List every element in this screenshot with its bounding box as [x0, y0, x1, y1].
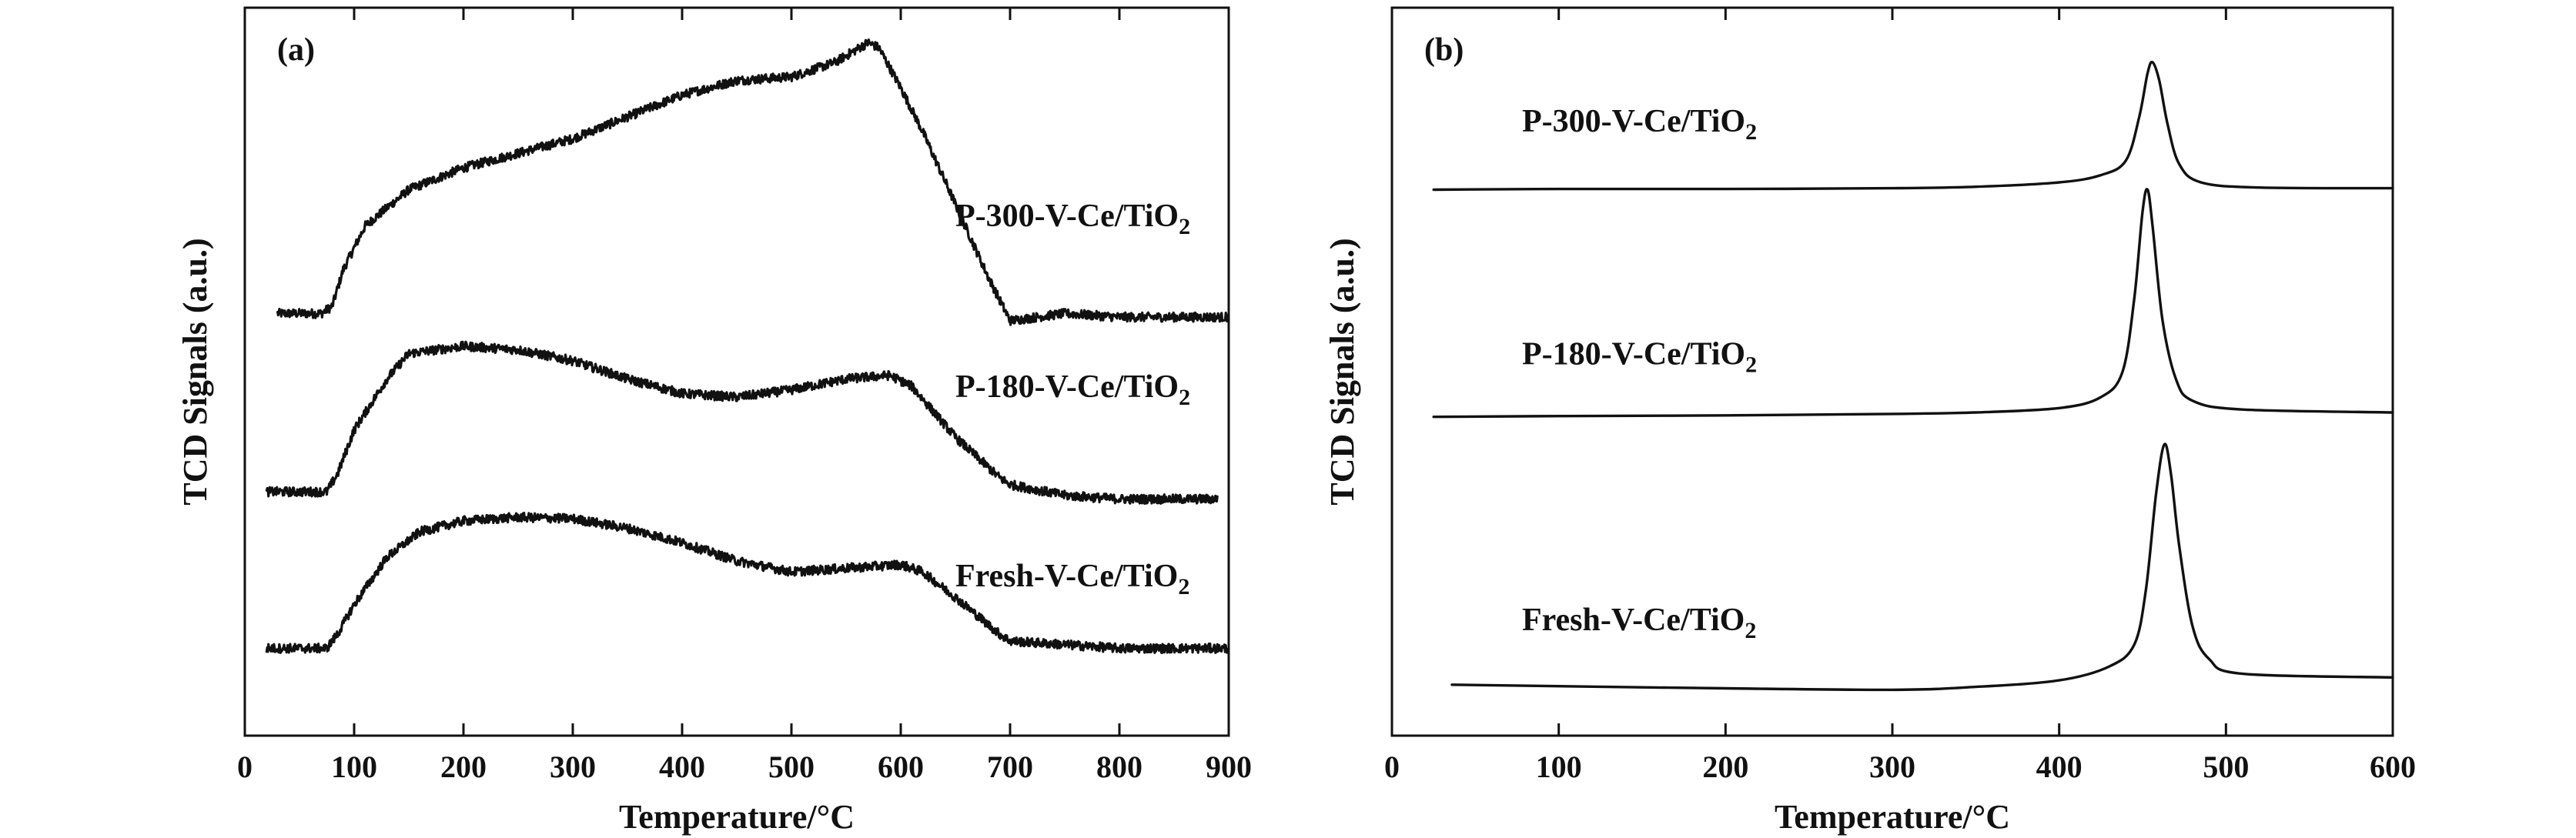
series-label-subscript: 2: [1179, 214, 1190, 239]
x-tick-label: 600: [2370, 750, 2416, 784]
plot-frame: [243, 6, 1230, 737]
chart-panel-a: 0 100 200 300 400 500 600 700 800 900 Temperature/…: [176, 6, 1252, 836]
series-line: [1432, 188, 2394, 419]
x-tick-label: 300: [1869, 750, 1915, 784]
x-tick-label: 200: [1702, 750, 1748, 784]
x-axis-title: Temperature/°C: [1775, 798, 2010, 836]
series-label: P-180-V-Ce/TiO2: [1522, 337, 1757, 378]
series-label: P-300-V-Ce/TiO2: [955, 199, 1190, 239]
panel-label: (b): [1424, 32, 1464, 68]
series-label: P-300-V-Ce/TiO2: [1522, 104, 1757, 145]
panel-label: (a): [277, 32, 315, 68]
series-label-subscript: 2: [1178, 574, 1189, 599]
series-label: P-180-V-Ce/TiO2: [955, 369, 1190, 410]
x-tick-label: 200: [440, 750, 487, 784]
x-tick-label: 400: [659, 750, 705, 784]
x-tick-label: 800: [1096, 750, 1142, 784]
y-axis-title: TCD Signals (a.u.): [1323, 238, 1361, 505]
series-line: [265, 511, 1230, 654]
series-label-subscript: 2: [1179, 385, 1190, 410]
x-tick-label: 300: [550, 750, 596, 784]
x-tick-label: 900: [1206, 750, 1252, 784]
series-line: [1450, 442, 2394, 692]
x-tick-label: 700: [987, 750, 1033, 784]
x-tick-label: 0: [1384, 750, 1400, 784]
x-tick-label: 500: [768, 750, 815, 784]
x-tick-label: 100: [331, 750, 377, 784]
series-label-text: Fresh-V-Ce/TiO: [1522, 603, 1745, 638]
series-label-text: P-300-V-Ce/TiO: [1522, 104, 1745, 139]
x-axis-title: Temperature/°C: [619, 798, 855, 836]
series-label-text: P-180-V-Ce/TiO: [1522, 337, 1745, 372]
series-line: [265, 340, 1219, 505]
series-label-subscript: 2: [1745, 618, 1756, 643]
series-label-subscript: 2: [1745, 119, 1757, 145]
y-axis-title: TCD Signals (a.u.): [176, 238, 214, 505]
x-tick-label: 100: [1536, 750, 1582, 784]
series-label-subscript: 2: [1745, 352, 1757, 378]
x-tick-label: 400: [2036, 750, 2083, 784]
x-tick-label: 0: [237, 750, 253, 784]
series-label-text: P-300-V-Ce/TiO: [955, 199, 1179, 234]
series-line: [276, 38, 1229, 326]
series-line: [1432, 60, 2394, 192]
series-label: Fresh-V-Ce/TiO2: [1522, 603, 1756, 643]
series-label-text: P-180-V-Ce/TiO: [955, 369, 1179, 405]
series-label-text: Fresh-V-Ce/TiO: [955, 559, 1178, 594]
series-label: Fresh-V-Ce/TiO2: [955, 559, 1189, 599]
chart-panel-b: 0 100 200 300 400 500 600 Temperature/°C TCD Sig…: [1323, 6, 2416, 836]
x-tick-label: 500: [2203, 750, 2249, 784]
x-tick-label: 600: [878, 750, 924, 784]
